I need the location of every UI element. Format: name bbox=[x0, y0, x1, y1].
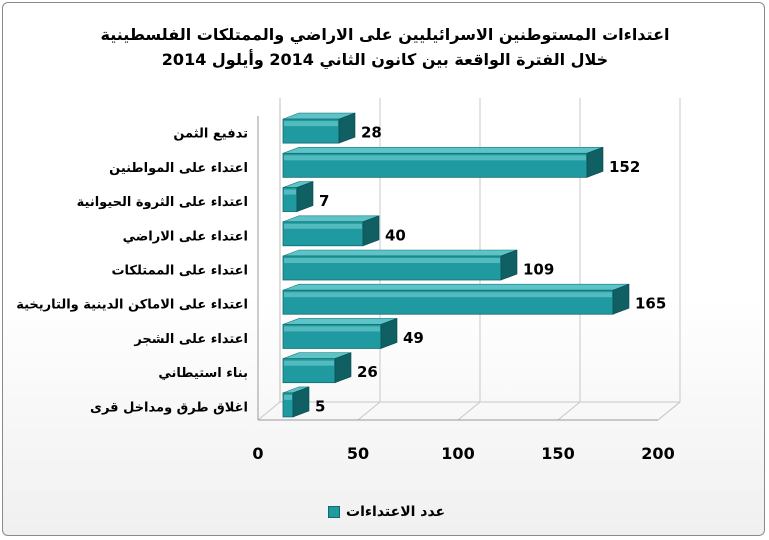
x-tick-label: 200 bbox=[641, 444, 674, 463]
bar-highlight bbox=[284, 189, 296, 195]
bar-highlight bbox=[284, 360, 334, 366]
category-label: اعتداء على الممتلكات bbox=[111, 264, 248, 279]
x-tick-label: 0 bbox=[252, 444, 263, 463]
bar-highlight bbox=[284, 292, 612, 298]
bar-top bbox=[282, 147, 604, 154]
bar-highlight bbox=[284, 121, 338, 127]
data-label: 26 bbox=[357, 363, 378, 381]
data-label: 165 bbox=[635, 295, 666, 313]
bar-top bbox=[282, 249, 518, 257]
data-label: 7 bbox=[319, 192, 329, 210]
bar-side bbox=[334, 352, 352, 384]
bar-side bbox=[380, 318, 398, 349]
category-label: بناء استيطاني bbox=[158, 366, 248, 381]
bar-highlight bbox=[284, 155, 586, 161]
data-label: 5 bbox=[315, 397, 325, 415]
bar-highlight bbox=[284, 223, 362, 229]
category-label: اعتداء على المواطنين bbox=[109, 161, 248, 176]
legend: عدد الاعتداءات bbox=[328, 502, 445, 522]
floor-gridline bbox=[457, 401, 481, 421]
category-label: اعتداء على الاراضي bbox=[123, 229, 248, 244]
x-tick-label: 50 bbox=[347, 444, 369, 463]
data-label: 109 bbox=[523, 261, 554, 279]
bar-side bbox=[586, 146, 604, 178]
category-label: تدفيع الثمن bbox=[173, 127, 248, 142]
chart-title: اعتداءات المستوطنين الاسرائيليين على الا… bbox=[100, 25, 670, 69]
bar-side bbox=[338, 112, 356, 144]
bar-side bbox=[362, 215, 380, 247]
data-label: 28 bbox=[361, 124, 382, 142]
legend-swatch bbox=[328, 506, 340, 518]
x-tick-label: 100 bbox=[441, 444, 474, 463]
bar-top bbox=[282, 283, 630, 291]
bar-highlight bbox=[284, 258, 500, 263]
data-label: 40 bbox=[385, 226, 406, 244]
bar-side bbox=[500, 249, 518, 281]
bar-side bbox=[612, 283, 630, 315]
bar-highlight bbox=[284, 394, 292, 400]
floor-gridline bbox=[357, 401, 381, 421]
category-label: اغلاق طرق ومداخل قرى bbox=[90, 400, 248, 415]
category-label: اعتداء على الثروة الحيوانية bbox=[77, 195, 248, 210]
category-label: اعتداء على الاماكن الدينية والتاريخية bbox=[16, 298, 248, 313]
floor-gridline bbox=[257, 401, 281, 421]
bar-highlight bbox=[284, 326, 380, 332]
bar-top bbox=[282, 318, 398, 325]
x-tick-label: 150 bbox=[541, 444, 574, 463]
bar-side bbox=[296, 181, 314, 212]
floor-right-edge bbox=[657, 401, 681, 421]
data-label: 152 bbox=[609, 158, 640, 176]
bar-side bbox=[292, 386, 310, 418]
category-label: اعتداء على الشجر bbox=[133, 332, 248, 347]
legend-label: عدد الاعتداءات bbox=[346, 504, 446, 520]
data-label: 49 bbox=[403, 329, 424, 347]
floor-gridline bbox=[557, 401, 581, 421]
